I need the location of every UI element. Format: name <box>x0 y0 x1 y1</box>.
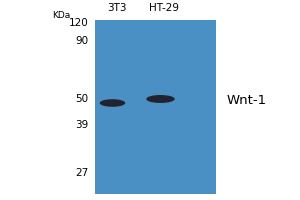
Text: Wnt-1: Wnt-1 <box>226 95 267 108</box>
Text: HT-29: HT-29 <box>148 3 178 13</box>
Text: 120: 120 <box>69 18 88 28</box>
Ellipse shape <box>100 99 125 107</box>
Bar <box>94 20 216 194</box>
Ellipse shape <box>146 95 175 103</box>
Text: 39: 39 <box>75 120 88 130</box>
Text: 27: 27 <box>75 168 88 178</box>
Text: 90: 90 <box>75 36 88 46</box>
Text: 50: 50 <box>75 94 88 104</box>
Text: KDa: KDa <box>52 10 70 20</box>
Text: 3T3: 3T3 <box>107 3 127 13</box>
